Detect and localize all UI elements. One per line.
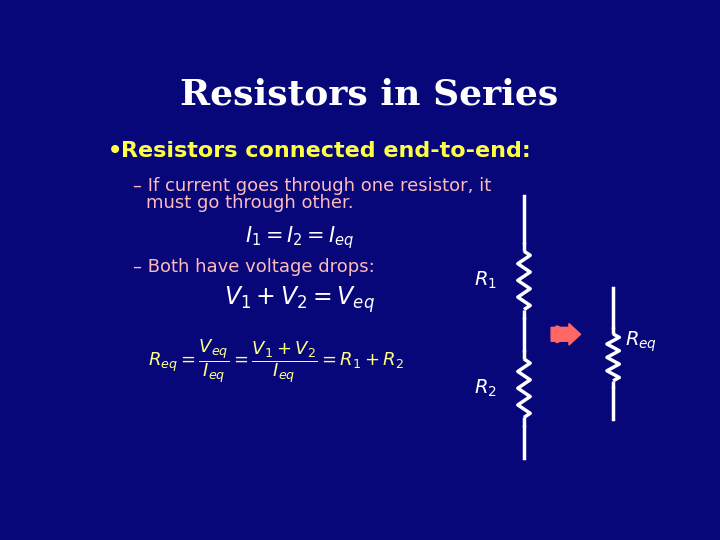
Text: •: •	[107, 137, 123, 165]
Text: $V_1 + V_2 = V_{eq}$: $V_1 + V_2 = V_{eq}$	[224, 284, 374, 315]
Text: – Both have voltage drops:: – Both have voltage drops:	[132, 258, 374, 276]
Text: $R_2$: $R_2$	[474, 377, 497, 399]
Text: $R_1$: $R_1$	[474, 270, 497, 291]
Text: $R_{eq}$: $R_{eq}$	[625, 330, 657, 354]
FancyArrow shape	[551, 323, 580, 345]
Text: $R_{eq} = \dfrac{V_{eq}}{I_{eq}} = \dfrac{V_1 + V_2}{I_{eq}} = R_1 + R_2$: $R_{eq} = \dfrac{V_{eq}}{I_{eq}} = \dfra…	[148, 338, 404, 385]
Text: Resistors connected end-to-end:: Resistors connected end-to-end:	[121, 141, 531, 161]
Text: Resistors in Series: Resistors in Series	[180, 77, 558, 111]
Text: – If current goes through one resistor, it: – If current goes through one resistor, …	[132, 178, 491, 195]
Text: $I_1 = I_2 = I_{eq}$: $I_1 = I_2 = I_{eq}$	[245, 225, 354, 252]
Text: must go through other.: must go through other.	[145, 194, 354, 212]
